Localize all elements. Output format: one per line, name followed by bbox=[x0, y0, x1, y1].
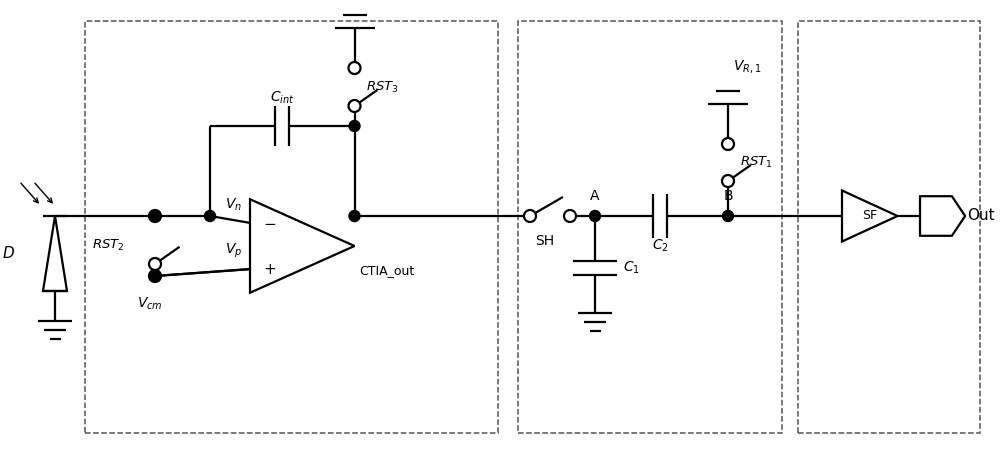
Circle shape bbox=[349, 211, 360, 221]
Circle shape bbox=[349, 100, 360, 112]
Text: $C_{int}$: $C_{int}$ bbox=[270, 90, 295, 106]
Text: Out: Out bbox=[967, 208, 995, 224]
Circle shape bbox=[722, 138, 734, 150]
Circle shape bbox=[722, 211, 734, 221]
Circle shape bbox=[150, 271, 160, 281]
Circle shape bbox=[149, 210, 161, 222]
Text: $C_2$: $C_2$ bbox=[652, 238, 668, 254]
Text: $V_{R,1}$: $V_{R,1}$ bbox=[733, 57, 761, 74]
Text: $RST_1$: $RST_1$ bbox=[740, 155, 773, 170]
Bar bbox=[85, 21, 498, 433]
Circle shape bbox=[349, 120, 360, 132]
Circle shape bbox=[149, 270, 161, 282]
Text: $-$: $-$ bbox=[263, 216, 276, 230]
Circle shape bbox=[349, 62, 360, 74]
Circle shape bbox=[590, 211, 600, 221]
Text: SH: SH bbox=[535, 234, 555, 248]
Text: $C_1$: $C_1$ bbox=[623, 260, 640, 276]
Text: $+$: $+$ bbox=[263, 262, 276, 276]
Text: $V_{cm}$: $V_{cm}$ bbox=[137, 296, 163, 312]
Circle shape bbox=[564, 210, 576, 222]
Circle shape bbox=[524, 210, 536, 222]
Bar bbox=[518, 21, 782, 433]
Text: CTIA_out: CTIA_out bbox=[360, 264, 415, 277]
Text: $RST_2$: $RST_2$ bbox=[92, 237, 124, 253]
Text: SF: SF bbox=[862, 210, 878, 222]
Text: A: A bbox=[590, 189, 600, 203]
Text: $V_p$: $V_p$ bbox=[225, 242, 242, 260]
Circle shape bbox=[722, 175, 734, 187]
Text: $RST_3$: $RST_3$ bbox=[366, 79, 399, 95]
Text: $V_n$: $V_n$ bbox=[225, 197, 242, 213]
Text: B: B bbox=[723, 189, 733, 203]
Circle shape bbox=[150, 271, 160, 281]
Bar bbox=[798, 21, 980, 433]
Circle shape bbox=[149, 258, 161, 270]
Circle shape bbox=[205, 211, 216, 221]
Text: D: D bbox=[2, 247, 14, 262]
Circle shape bbox=[150, 211, 160, 221]
